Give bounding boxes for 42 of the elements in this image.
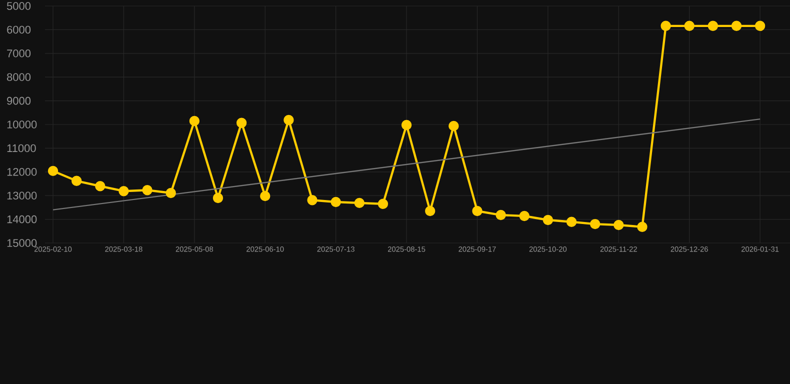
- point: [472, 206, 482, 216]
- point: [566, 216, 577, 228]
- point: [212, 192, 224, 204]
- y-tick-label: 12000: [7, 168, 37, 176]
- y-tick-label: 15000: [7, 239, 37, 247]
- point: [48, 166, 58, 176]
- point: [684, 20, 694, 32]
- y-tick-label: 14000: [7, 215, 37, 224]
- point: [660, 20, 671, 32]
- point: [118, 186, 129, 196]
- point: [166, 188, 176, 198]
- point: [637, 222, 648, 232]
- point: [71, 176, 82, 186]
- y-tick-label: 7000: [7, 50, 31, 58]
- point: [142, 185, 152, 196]
- point: [708, 20, 718, 32]
- point: [95, 181, 106, 192]
- point: [448, 120, 459, 132]
- y-tick-label: 8000: [7, 73, 31, 81]
- point: [330, 196, 341, 208]
- point: [307, 195, 318, 206]
- point: [354, 198, 365, 208]
- point: [519, 210, 530, 222]
- point: [590, 218, 600, 230]
- point: [378, 198, 388, 209]
- y-tick-label: 9000: [7, 96, 31, 105]
- point: [189, 116, 200, 126]
- point: [284, 114, 294, 126]
- point: [496, 210, 506, 220]
- point: [236, 118, 247, 128]
- point: [731, 20, 742, 32]
- y-tick-label: 11000: [7, 144, 36, 152]
- y-tick-label: 6000: [7, 26, 31, 34]
- point: [401, 120, 412, 130]
- point: [425, 206, 436, 216]
- point: [542, 214, 554, 226]
- point: [754, 20, 766, 32]
- y-tick-label: 13000: [7, 192, 37, 200]
- point: [260, 190, 270, 202]
- point: [614, 220, 624, 230]
- y-tick-label: 5000: [6, 2, 31, 10]
- y-tick-label: 10000: [7, 120, 37, 128]
